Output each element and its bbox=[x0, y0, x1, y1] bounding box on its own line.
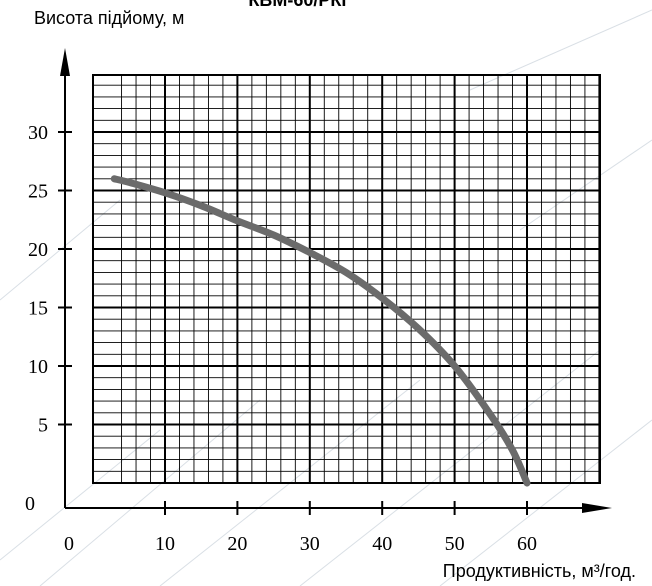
y-tick-label: 20 bbox=[28, 239, 48, 261]
x-tick-label: 20 bbox=[227, 533, 247, 555]
chart-title: КВМ-60/РКГ bbox=[248, 0, 351, 10]
axes bbox=[60, 48, 612, 513]
y-axis-label: Висота підйому, м bbox=[34, 8, 184, 28]
series-layer bbox=[110, 175, 531, 487]
x-tick-label: 40 bbox=[372, 533, 392, 555]
x-tick-label: 50 bbox=[445, 533, 465, 555]
ticks: 0 10 20 30 40 50 60 0 5 10 15 20 25 30 bbox=[25, 122, 537, 555]
y-tick-label: 25 bbox=[28, 181, 48, 203]
x-tick-label: 10 bbox=[155, 533, 175, 555]
y-tick-label: 10 bbox=[28, 356, 48, 378]
x-axis-arrow bbox=[582, 503, 612, 513]
y-tick-label: 0 bbox=[25, 493, 35, 515]
y-tick-label: 5 bbox=[38, 415, 48, 437]
x-tick-label: 30 bbox=[300, 533, 320, 555]
y-tick-label: 30 bbox=[28, 122, 48, 144]
x-tick-label: 60 bbox=[517, 533, 537, 555]
x-tick-label: 0 bbox=[64, 533, 74, 555]
y-axis-arrow bbox=[60, 48, 70, 76]
grid bbox=[92, 74, 601, 484]
series-line-0 bbox=[110, 175, 531, 487]
x-axis-label: Продуктивність, м³/год. bbox=[443, 561, 636, 581]
background-watermark bbox=[0, 9, 652, 586]
y-tick-label: 15 bbox=[28, 298, 48, 320]
grid-frame bbox=[92, 74, 601, 484]
